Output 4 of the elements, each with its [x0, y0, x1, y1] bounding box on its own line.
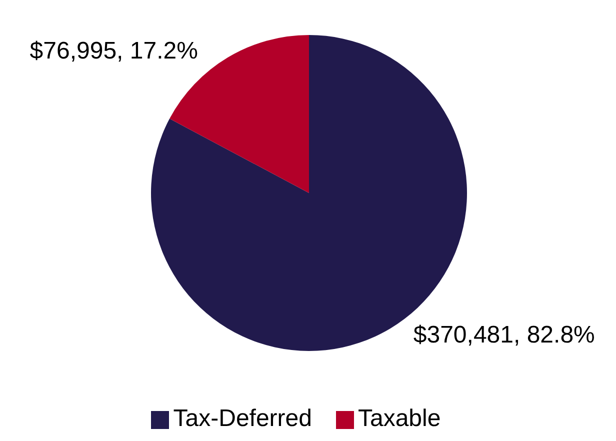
legend-label: Tax-Deferred: [173, 405, 312, 432]
legend-label: Taxable: [358, 405, 441, 432]
data-label: $76,995, 17.2%: [30, 37, 198, 64]
data-label: $370,481, 82.8%: [413, 322, 595, 349]
